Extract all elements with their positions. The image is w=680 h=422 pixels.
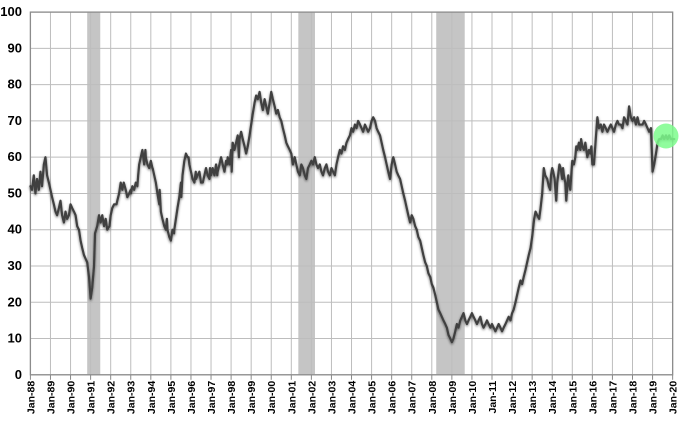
svg-text:10: 10 <box>8 331 22 346</box>
svg-text:Jan-08: Jan-08 <box>427 381 439 414</box>
svg-text:40: 40 <box>8 222 22 237</box>
svg-text:Jan-05: Jan-05 <box>367 381 379 414</box>
svg-text:Jan-18: Jan-18 <box>628 381 640 414</box>
svg-text:Jan-14: Jan-14 <box>547 381 559 414</box>
svg-text:Jan-16: Jan-16 <box>587 381 599 414</box>
svg-text:Jan-93: Jan-93 <box>126 381 138 414</box>
svg-text:Jan-15: Jan-15 <box>567 381 579 414</box>
svg-text:Jan-96: Jan-96 <box>186 381 198 414</box>
svg-text:Jan-91: Jan-91 <box>86 381 98 414</box>
svg-text:70: 70 <box>8 113 22 128</box>
svg-text:80: 80 <box>8 77 22 92</box>
svg-text:Jan-20: Jan-20 <box>668 381 680 414</box>
svg-text:Jan-19: Jan-19 <box>648 381 660 414</box>
svg-text:Jan-88: Jan-88 <box>25 381 37 414</box>
svg-text:Jan-17: Jan-17 <box>607 381 619 414</box>
svg-text:Jan-13: Jan-13 <box>527 381 539 414</box>
svg-text:Jan-03: Jan-03 <box>326 381 338 414</box>
svg-text:Jan-99: Jan-99 <box>246 381 258 414</box>
svg-text:0: 0 <box>15 367 22 382</box>
svg-text:Jan-02: Jan-02 <box>306 381 318 414</box>
svg-text:Jan-98: Jan-98 <box>226 381 238 414</box>
svg-text:Jan-92: Jan-92 <box>106 381 118 414</box>
svg-text:Jan-07: Jan-07 <box>407 381 419 414</box>
svg-text:60: 60 <box>8 149 22 164</box>
svg-text:Jan-97: Jan-97 <box>206 381 218 414</box>
svg-text:20: 20 <box>8 294 22 309</box>
svg-text:100: 100 <box>0 4 22 19</box>
svg-text:50: 50 <box>8 185 22 200</box>
svg-text:Jan-94: Jan-94 <box>146 381 158 414</box>
svg-text:Jan-01: Jan-01 <box>286 381 298 414</box>
svg-text:Jan-04: Jan-04 <box>347 381 359 414</box>
svg-text:90: 90 <box>8 40 22 55</box>
svg-text:Jan-00: Jan-00 <box>266 381 278 414</box>
svg-text:Jan-89: Jan-89 <box>45 381 57 414</box>
svg-text:Jan-95: Jan-95 <box>166 381 178 414</box>
svg-text:Jan-10: Jan-10 <box>467 381 479 414</box>
svg-text:Jan-09: Jan-09 <box>447 381 459 414</box>
svg-text:30: 30 <box>8 258 22 273</box>
svg-text:Jan-90: Jan-90 <box>66 381 78 414</box>
svg-text:Jan-11: Jan-11 <box>487 381 499 414</box>
svg-text:Jan-06: Jan-06 <box>387 381 399 414</box>
svg-text:Jan-12: Jan-12 <box>507 381 519 414</box>
